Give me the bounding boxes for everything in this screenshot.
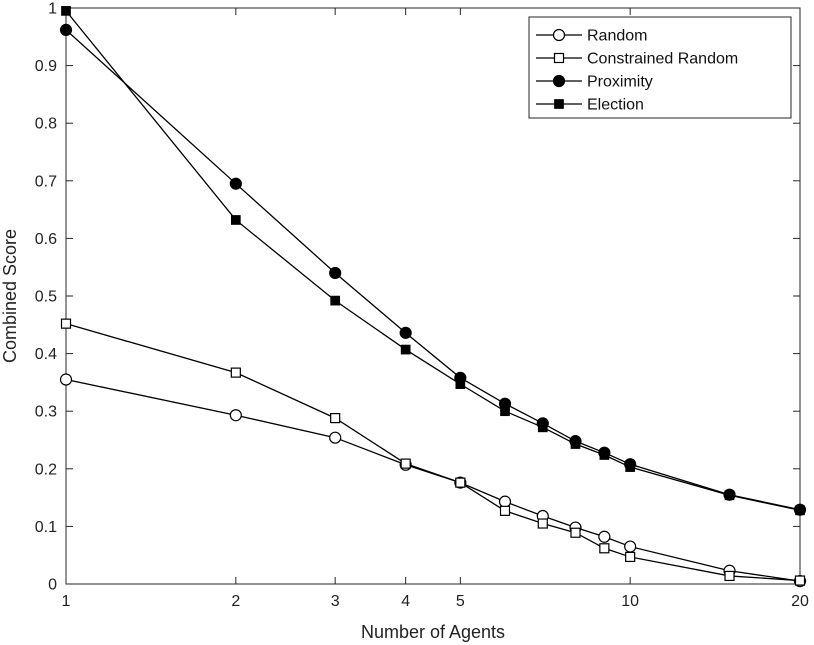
- series-line: [65, 378, 801, 582]
- legend-label: Proximity: [587, 74, 653, 91]
- y-tick-label: 0.9: [35, 58, 57, 75]
- y-axis-label: Combined Score: [0, 229, 20, 363]
- y-tick-label: 0.4: [35, 346, 57, 363]
- y-tick-label: 0.8: [35, 116, 57, 133]
- legend-entry: Proximity: [536, 74, 653, 91]
- legend-label: Constrained Random: [587, 51, 738, 68]
- data-point: [570, 527, 581, 538]
- data-point: [598, 530, 611, 543]
- legend-box: [528, 16, 792, 119]
- y-tick-label: 0.5: [35, 289, 57, 306]
- x-tick-label: 10: [621, 593, 639, 610]
- legend-marker: [553, 52, 565, 64]
- y-axis: 0 0.1 0.2 0.3 0.4 0.5 0.6 0.7 0.8 0.9 1: [35, 1, 800, 594]
- data-point: [329, 431, 342, 444]
- legend-entry: Election: [536, 97, 644, 114]
- legend-marker: [552, 28, 566, 42]
- data-point: [500, 406, 510, 417]
- data-point: [724, 570, 735, 582]
- x-axis-label: Number of Agents: [361, 622, 505, 642]
- x-tick-label: 1: [62, 593, 71, 610]
- data-point: [498, 495, 512, 508]
- x-tick-label: 20: [791, 593, 809, 610]
- data-point: [795, 505, 805, 516]
- x-tick-label: 3: [331, 593, 340, 610]
- legend-marker: [552, 74, 566, 88]
- legend: Random Constrained Random Proximity Electio…: [528, 16, 792, 119]
- data-point: [599, 543, 610, 554]
- x-axis: 1 2 3 4 5 10 20: [62, 8, 809, 610]
- series-line: [65, 29, 801, 511]
- x-tick-label: 2: [231, 593, 240, 610]
- y-tick-label: 0.6: [35, 231, 57, 248]
- y-tick-label: 0.7: [35, 173, 57, 190]
- data-point: [599, 450, 610, 460]
- series-line: [65, 323, 801, 582]
- y-tick-label: 0.2: [35, 461, 57, 478]
- data-point: [59, 373, 73, 386]
- data-point: [455, 477, 466, 488]
- data-point: [399, 326, 412, 339]
- data-point: [61, 6, 71, 16]
- series-line: [65, 10, 801, 511]
- data-point: [230, 215, 241, 225]
- data-point: [794, 575, 806, 586]
- data-point: [724, 490, 735, 501]
- data-point: [329, 266, 342, 280]
- data-point: [400, 458, 411, 469]
- series-constrained-random: [60, 318, 806, 586]
- data-point: [625, 551, 636, 563]
- y-tick-label: 0.1: [35, 519, 57, 536]
- y-tick-label: 0.3: [35, 404, 57, 421]
- y-tick-label: 1: [48, 1, 57, 18]
- data-point: [330, 413, 341, 424]
- series-layer: [59, 6, 807, 588]
- data-point: [59, 23, 73, 36]
- x-tick-label: 5: [456, 593, 465, 610]
- data-point: [570, 439, 581, 449]
- y-tick-label: 0: [48, 577, 57, 594]
- series-election: [61, 6, 805, 516]
- data-point: [499, 505, 511, 516]
- data-point: [537, 422, 548, 433]
- data-point: [229, 409, 242, 422]
- legend-label: Election: [587, 97, 644, 114]
- legend-entry: Constrained Random: [536, 51, 738, 68]
- data-point: [537, 518, 548, 529]
- data-point: [330, 295, 341, 306]
- data-point: [60, 318, 72, 329]
- data-point: [400, 344, 411, 355]
- data-point: [229, 177, 242, 190]
- legend-marker: [554, 99, 564, 109]
- data-point: [625, 462, 636, 472]
- data-point: [455, 379, 466, 389]
- x-tick-label: 4: [401, 593, 410, 610]
- data-point: [624, 540, 637, 553]
- legend-entry: Random: [536, 28, 647, 45]
- data-point: [230, 367, 241, 378]
- legend-label: Random: [587, 28, 647, 45]
